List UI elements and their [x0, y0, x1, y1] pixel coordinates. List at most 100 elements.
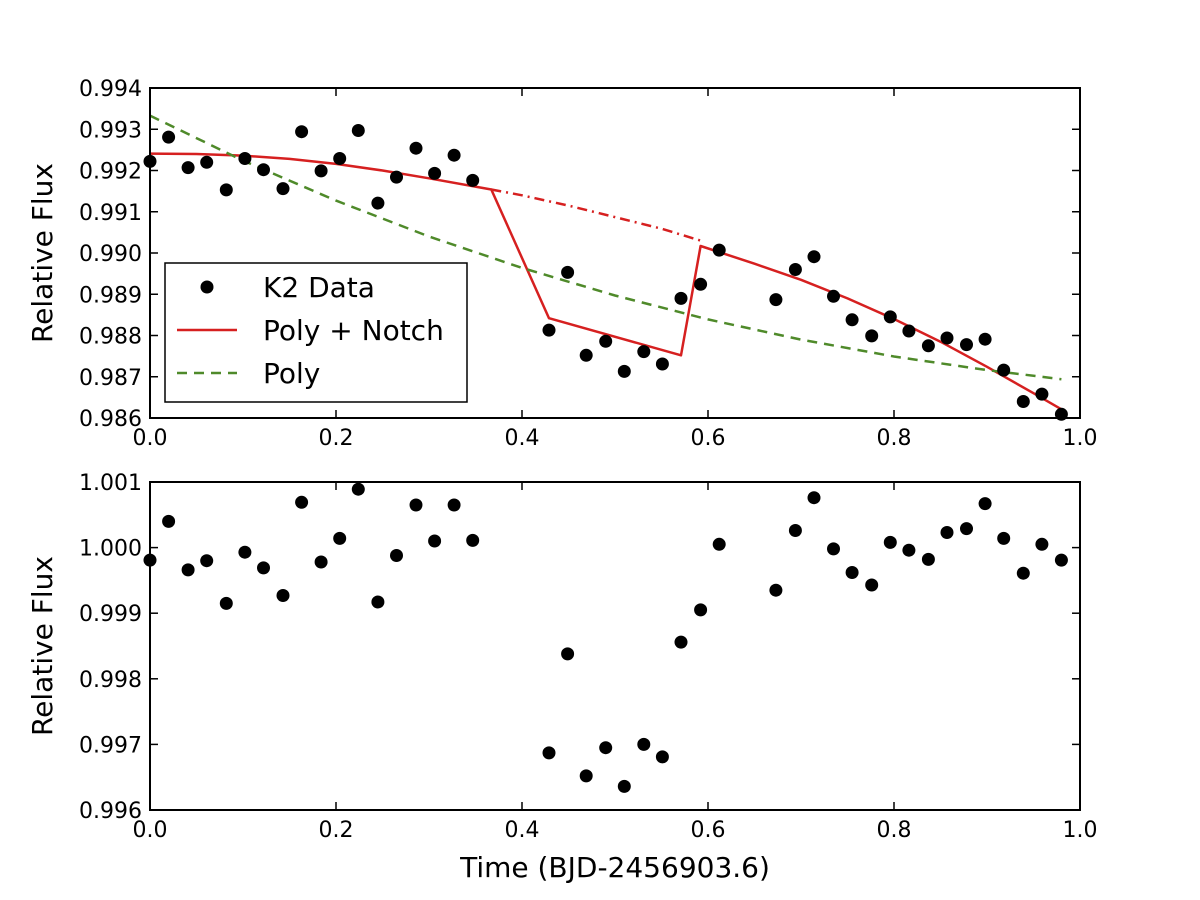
- top-data-point: [295, 125, 309, 139]
- top-ytick-label: 0.988: [79, 325, 142, 350]
- bottom-data-point: [390, 549, 403, 562]
- top-data-point: [409, 141, 423, 155]
- bottom-ytick-label: 0.996: [79, 799, 142, 824]
- top-xtick-label: 1.0: [1063, 426, 1098, 451]
- top-poly-line: [149, 114, 1062, 381]
- bottom-data-point: [295, 495, 309, 509]
- top-ytick-label: 0.992: [79, 160, 142, 185]
- top-data-point: [162, 130, 176, 144]
- bottom-ytick-label: 0.999: [79, 602, 142, 627]
- top-data-point: [807, 250, 821, 264]
- top-ytick-label: 0.990: [79, 242, 142, 267]
- bottom-data-point: [561, 647, 575, 661]
- top-xtick-label: 0.2: [319, 426, 354, 451]
- top-data-point: [655, 357, 669, 371]
- top-xtick-label: 0.6: [691, 426, 726, 451]
- top-data-point: [921, 339, 935, 353]
- bottom-data-point: [1035, 537, 1049, 551]
- top-data-point: [1016, 395, 1030, 408]
- xlabel: Time (BJD-2456903.6): [459, 851, 770, 884]
- top-ytick-label: 0.989: [79, 283, 142, 308]
- top-data-point: [1035, 387, 1049, 401]
- bottom-data-point: [181, 563, 195, 577]
- top-data-point: [447, 148, 461, 162]
- bottom-ytick-label: 0.997: [79, 733, 142, 758]
- top-data-point: [978, 332, 992, 346]
- legend-label-poly: Poly: [263, 357, 320, 390]
- bottom-xtick-label: 0.4: [505, 818, 540, 843]
- top-data-point: [827, 289, 840, 303]
- bottom-data-point: [865, 578, 879, 592]
- top-ytick-label: 0.994: [79, 77, 142, 102]
- top-ytick-label: 0.991: [79, 201, 142, 226]
- top-data-point: [181, 161, 195, 175]
- bottom-data-point: [960, 522, 973, 536]
- top-xtick-label: 0.8: [877, 426, 912, 451]
- bottom-xtick-label: 0.8: [877, 818, 912, 843]
- bottom-data-point: [219, 596, 233, 610]
- top-data-point: [276, 182, 290, 196]
- legend-label-data: K2 Data: [263, 271, 375, 304]
- top-data-point: [617, 364, 631, 378]
- bottom-data-point: [940, 526, 954, 539]
- bottom-data-point: [902, 543, 916, 557]
- bottom-data-point: [351, 482, 365, 496]
- top-data-point: [333, 152, 347, 165]
- top-plot-marks: [143, 114, 1068, 421]
- top-data-point: [960, 338, 973, 352]
- top-data-point: [769, 293, 783, 307]
- top-data-point: [351, 124, 365, 137]
- top-ytick-label: 0.986: [79, 407, 142, 432]
- bottom-data-point: [921, 552, 935, 566]
- bottom-data-point: [769, 583, 783, 597]
- bottom-data-point: [883, 535, 897, 549]
- bottom-data-point: [276, 589, 290, 602]
- top-data-point: [428, 166, 442, 180]
- top-data-point: [238, 152, 252, 165]
- top-data-point: [694, 277, 708, 291]
- top-data-point: [865, 329, 879, 343]
- top-panel: 0.0 0.2 0.4 0.6 0.8 1.0 0.986 0.987 0.988 0.989 0.…: [26, 77, 1098, 451]
- bottom-data-point: [1016, 566, 1030, 580]
- top-data-point: [712, 243, 726, 257]
- bottom-data-point: [712, 537, 726, 551]
- bottom-xtick-label: 0.2: [319, 818, 354, 843]
- bottom-data-point: [314, 555, 328, 569]
- top-data-point: [883, 310, 897, 324]
- bottom-data-point: [599, 741, 613, 755]
- legend: K2 Data Poly + Notch Poly: [164, 262, 468, 403]
- bottom-data-point: [674, 635, 688, 649]
- bottom-data-point: [428, 534, 442, 548]
- top-data-point: [674, 291, 688, 305]
- top-notch-baseline-dashdot: [491, 188, 701, 242]
- bottom-data-point: [238, 545, 252, 559]
- top-data-point: [599, 334, 613, 348]
- bottom-data-point: [637, 737, 651, 751]
- bottom-ylabel: Relative Flux: [26, 556, 59, 736]
- bottom-xtick-label: 1.0: [1063, 818, 1098, 843]
- bottom-data-point: [827, 542, 840, 556]
- top-data-point: [257, 163, 270, 177]
- bottom-data-point: [845, 566, 859, 579]
- bottom-plot-frame: [149, 481, 1081, 811]
- bottom-xtick-label: 0.6: [691, 818, 726, 843]
- bottom-data-point: [997, 531, 1011, 545]
- bottom-data-point: [694, 603, 708, 617]
- top-data-point: [561, 265, 575, 279]
- bottom-data-point: [807, 491, 821, 505]
- bottom-data-point: [978, 497, 992, 511]
- top-data-point: [845, 313, 859, 327]
- bottom-data-point: [655, 750, 669, 764]
- top-ylabel: Relative Flux: [26, 163, 59, 343]
- top-data-point: [466, 173, 480, 187]
- top-data-point: [997, 363, 1011, 377]
- bottom-data-point: [542, 746, 556, 760]
- top-data-point: [390, 170, 403, 184]
- top-data-point: [940, 331, 954, 345]
- bottom-data-point: [200, 554, 214, 568]
- bottom-plot-marks: [143, 482, 1068, 793]
- bottom-data-point: [333, 531, 347, 545]
- bottom-xtick-label: 0.0: [133, 818, 168, 843]
- top-ytick-label: 0.987: [79, 366, 142, 391]
